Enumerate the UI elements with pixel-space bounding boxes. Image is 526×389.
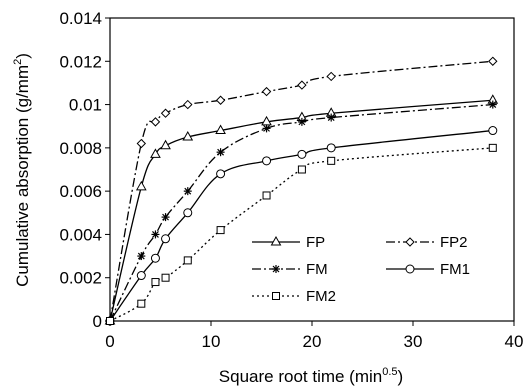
series-line bbox=[109, 147, 493, 322]
y-tick-label: 0.008 bbox=[59, 139, 102, 158]
series-fm1 bbox=[105, 126, 498, 326]
data-point bbox=[137, 252, 146, 261]
data-point bbox=[215, 95, 226, 105]
data-point bbox=[183, 99, 193, 110]
legend-label: FM2 bbox=[306, 288, 336, 305]
data-point bbox=[215, 124, 226, 135]
x-tick-label: 10 bbox=[202, 332, 221, 351]
series-line bbox=[109, 60, 493, 322]
data-point bbox=[297, 149, 307, 159]
legend-label: FM1 bbox=[440, 261, 470, 278]
y-tick-label: 0 bbox=[93, 312, 102, 331]
data-point bbox=[327, 113, 336, 122]
x-tick-label: 40 bbox=[505, 332, 524, 351]
data-point bbox=[160, 108, 171, 118]
data-point bbox=[262, 156, 272, 166]
x-tick-label: 30 bbox=[404, 332, 423, 351]
legend-item: FM1 bbox=[386, 261, 470, 278]
data-point bbox=[136, 138, 147, 149]
y-tick-label: 0.014 bbox=[59, 9, 102, 28]
legend-label: FP2 bbox=[440, 234, 468, 251]
data-point bbox=[150, 148, 161, 158]
data-point bbox=[488, 56, 498, 66]
data-point bbox=[106, 317, 114, 325]
data-point bbox=[161, 213, 170, 222]
series-fm2 bbox=[106, 143, 497, 325]
legend-marker bbox=[272, 265, 280, 273]
legend-item: FP bbox=[252, 234, 325, 251]
legend: FP FP2 FM FM1 FM2 bbox=[252, 234, 470, 305]
data-point bbox=[326, 71, 336, 82]
data-point bbox=[136, 271, 146, 281]
data-point bbox=[135, 180, 147, 191]
legend-marker bbox=[405, 237, 415, 247]
data-point bbox=[216, 226, 225, 235]
series-line bbox=[109, 129, 493, 322]
data-point bbox=[183, 208, 193, 218]
data-point bbox=[151, 230, 160, 239]
data-point bbox=[150, 253, 160, 263]
y-tick-label: 0.012 bbox=[59, 52, 102, 71]
legend-item: FM bbox=[252, 261, 328, 278]
data-point bbox=[262, 191, 271, 200]
data-point bbox=[297, 80, 307, 90]
data-point bbox=[297, 117, 306, 126]
series-fp2 bbox=[105, 56, 498, 326]
data-point bbox=[216, 148, 225, 157]
data-point bbox=[161, 273, 170, 282]
y-tick-label: 0.002 bbox=[59, 269, 102, 288]
legend-marker bbox=[405, 264, 415, 274]
data-point bbox=[216, 169, 226, 179]
series-layer bbox=[104, 56, 499, 326]
data-point bbox=[488, 100, 497, 109]
data-point bbox=[183, 187, 192, 196]
data-point bbox=[137, 299, 146, 308]
data-point bbox=[261, 86, 272, 97]
legend-marker bbox=[270, 235, 282, 246]
data-point bbox=[161, 234, 171, 244]
series-fp bbox=[104, 94, 499, 325]
y-tick-label: 0.004 bbox=[59, 225, 102, 244]
data-point bbox=[326, 143, 336, 153]
data-point bbox=[182, 131, 194, 141]
legend-label: FM bbox=[306, 261, 328, 278]
data-point bbox=[327, 156, 336, 165]
data-point bbox=[488, 126, 498, 136]
data-point bbox=[151, 278, 160, 287]
legend-label: FP bbox=[306, 234, 325, 251]
data-point bbox=[297, 165, 306, 174]
data-point bbox=[183, 256, 192, 265]
y-tick-label: 0.006 bbox=[59, 182, 102, 201]
data-point bbox=[150, 117, 161, 127]
x-tick-label: 20 bbox=[303, 332, 322, 351]
legend-marker bbox=[272, 292, 280, 300]
legend-item: FP2 bbox=[386, 234, 468, 251]
axis-ticks: 0 10 20 30 40 0 0.002 0.004 0.006 0.008 0.01 0.012 0… bbox=[59, 9, 523, 351]
series-line bbox=[109, 103, 493, 322]
data-point bbox=[262, 124, 271, 133]
y-axis-label: Cumulative absorption (g/mm2) bbox=[12, 53, 32, 287]
series-line bbox=[109, 99, 493, 322]
series-fm bbox=[106, 100, 497, 325]
y-tick-label: 0.01 bbox=[69, 96, 102, 115]
x-tick-label: 0 bbox=[105, 332, 114, 351]
data-point bbox=[488, 143, 497, 152]
legend-item: FM2 bbox=[252, 288, 336, 305]
data-point bbox=[160, 139, 171, 150]
x-axis-label: Square root time (min0.5) bbox=[219, 366, 403, 386]
